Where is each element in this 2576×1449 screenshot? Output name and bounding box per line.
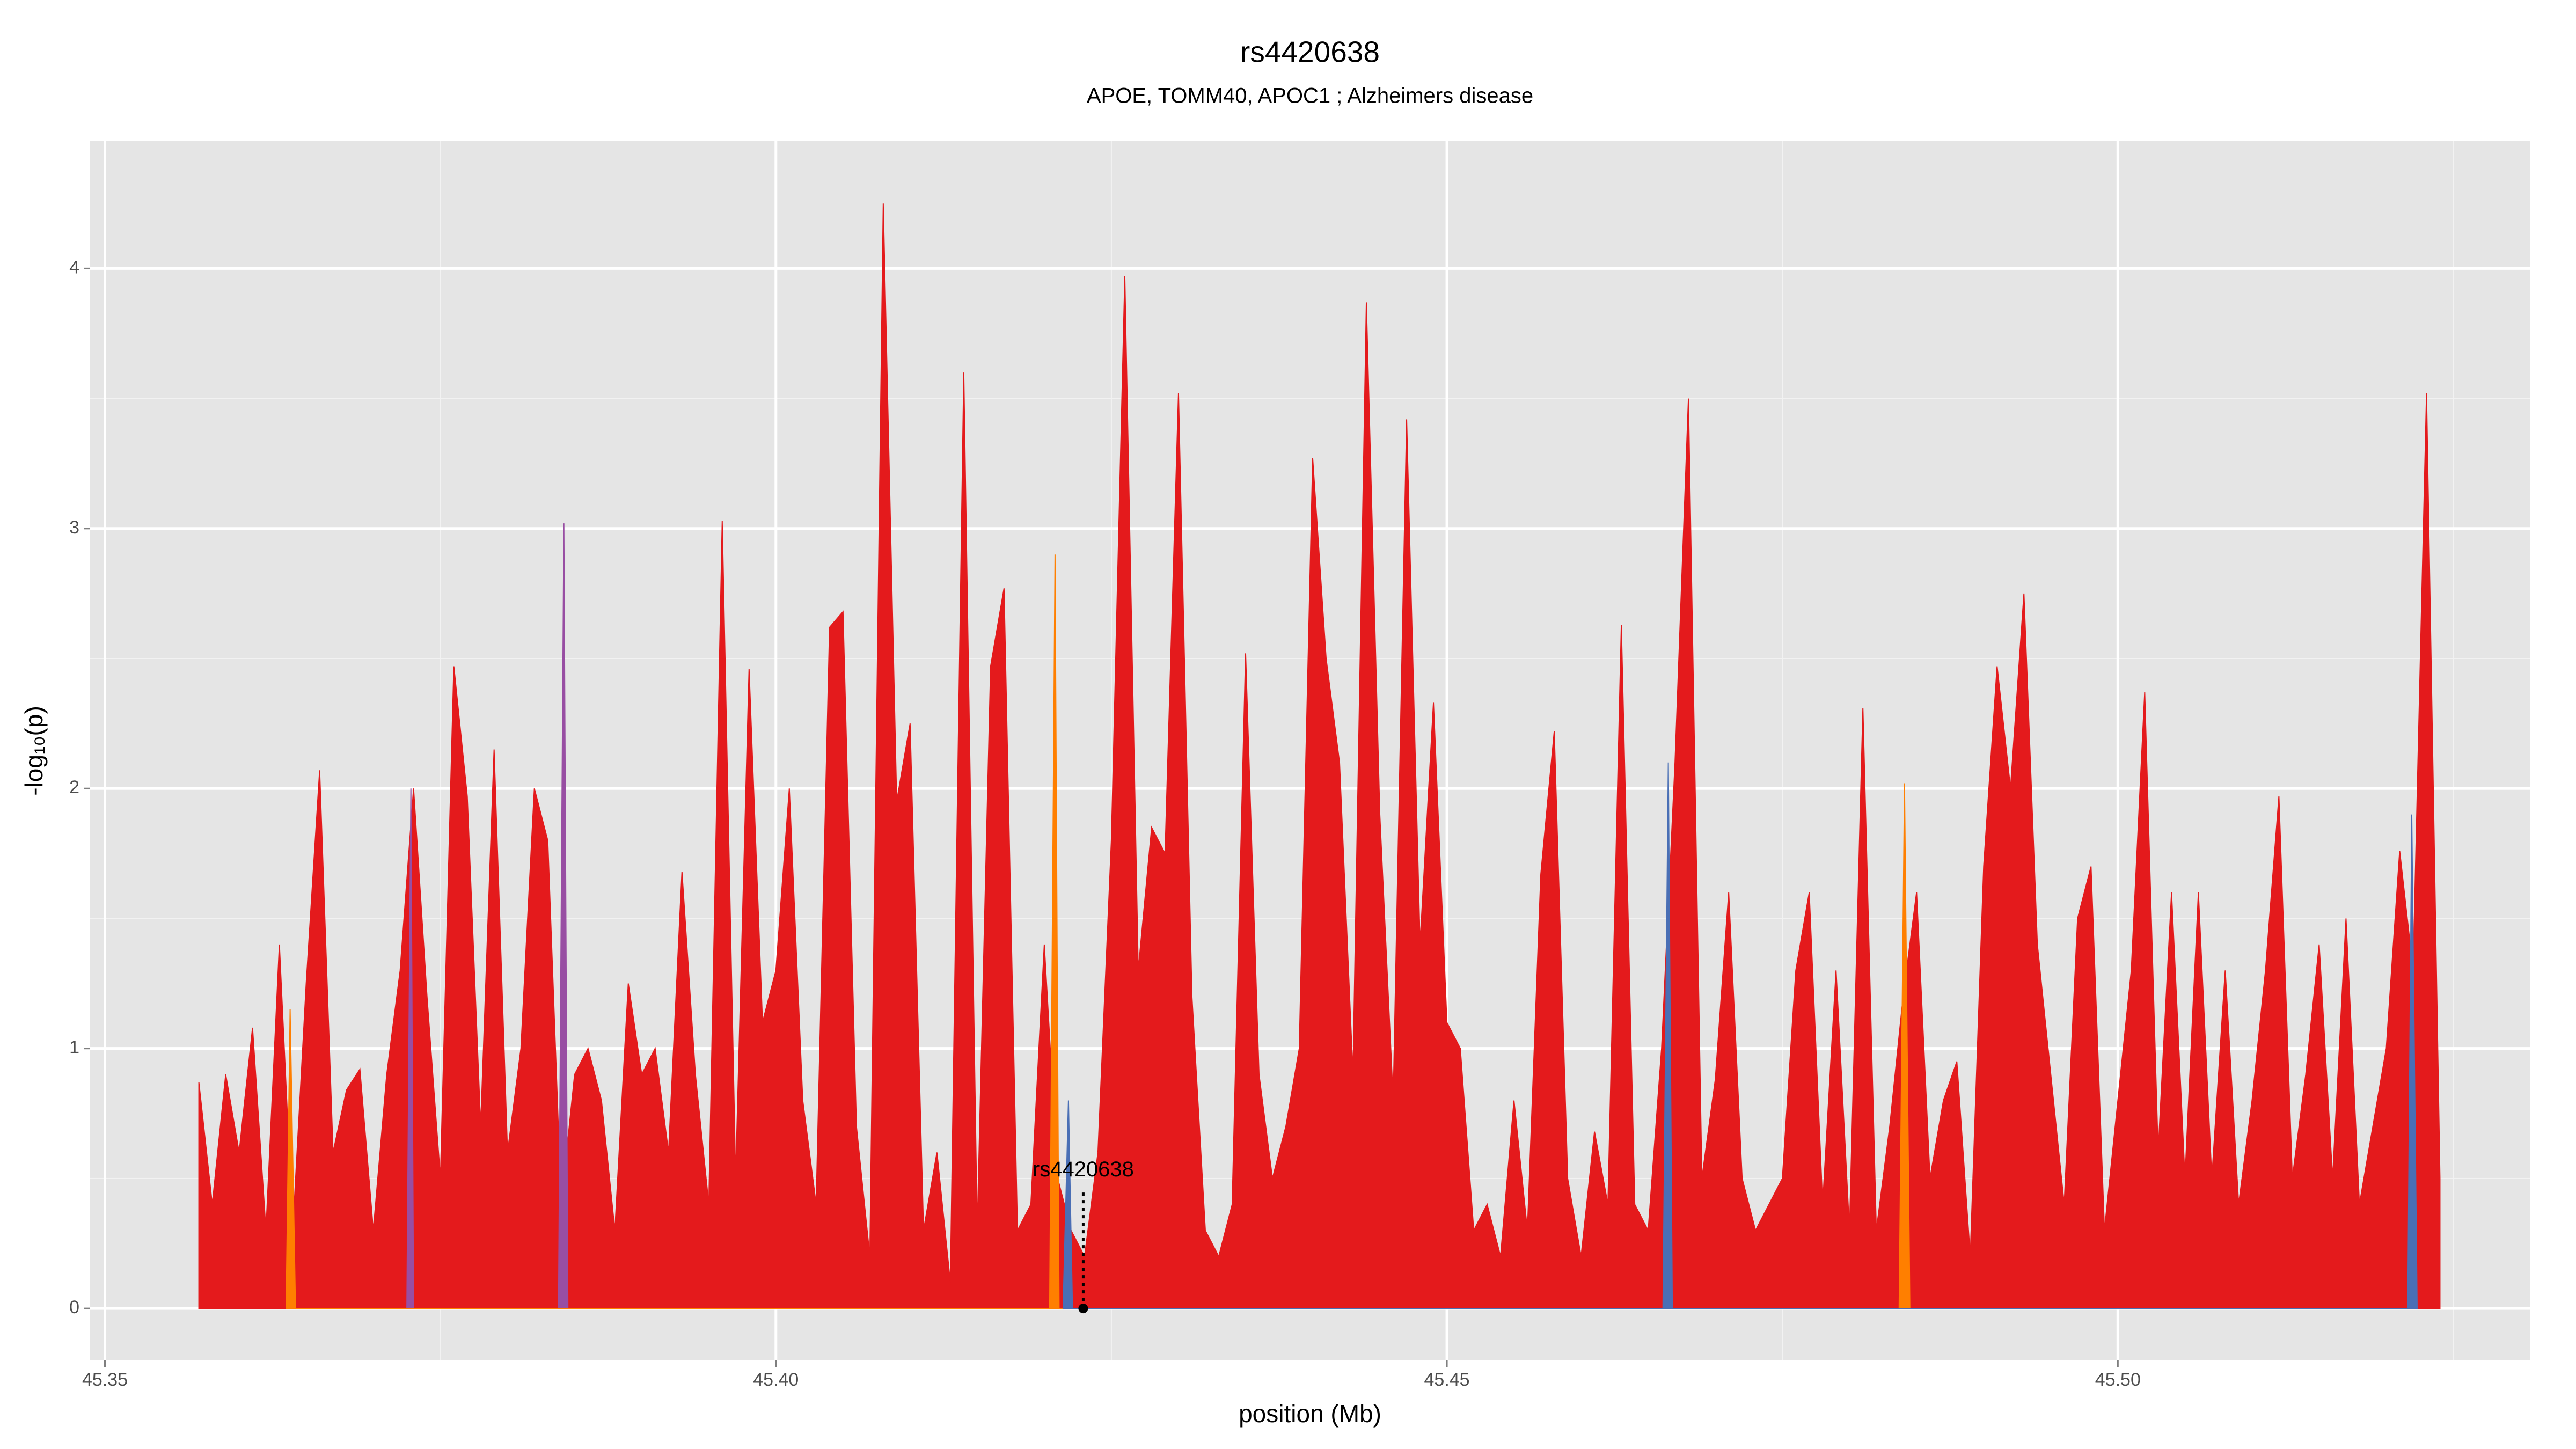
x-tick-label: 45.50 (2095, 1370, 2141, 1390)
chart-subtitle: APOE, TOMM40, APOC1 ; Alzheimers disease (1087, 84, 1533, 108)
y-tick-label: 2 (69, 777, 79, 797)
y-axis-label: -log₁₀(p) (20, 706, 48, 796)
y-tick-label: 0 (69, 1297, 79, 1318)
y-tick-label: 4 (69, 257, 79, 277)
area (1062, 762, 2418, 1309)
chart-title: rs4420638 (1240, 35, 1380, 69)
annotation-label: rs4420638 (1033, 1158, 1134, 1181)
area (286, 554, 1911, 1309)
x-tick-label: 45.40 (753, 1370, 799, 1390)
x-tick-label: 45.35 (82, 1370, 128, 1390)
y-tick-label: 3 (69, 517, 79, 538)
x-axis-label: position (Mb) (1239, 1400, 1381, 1428)
annotation-point (1078, 1304, 1088, 1314)
y-tick-label: 1 (69, 1037, 79, 1058)
x-tick-label: 45.45 (1424, 1370, 1470, 1390)
